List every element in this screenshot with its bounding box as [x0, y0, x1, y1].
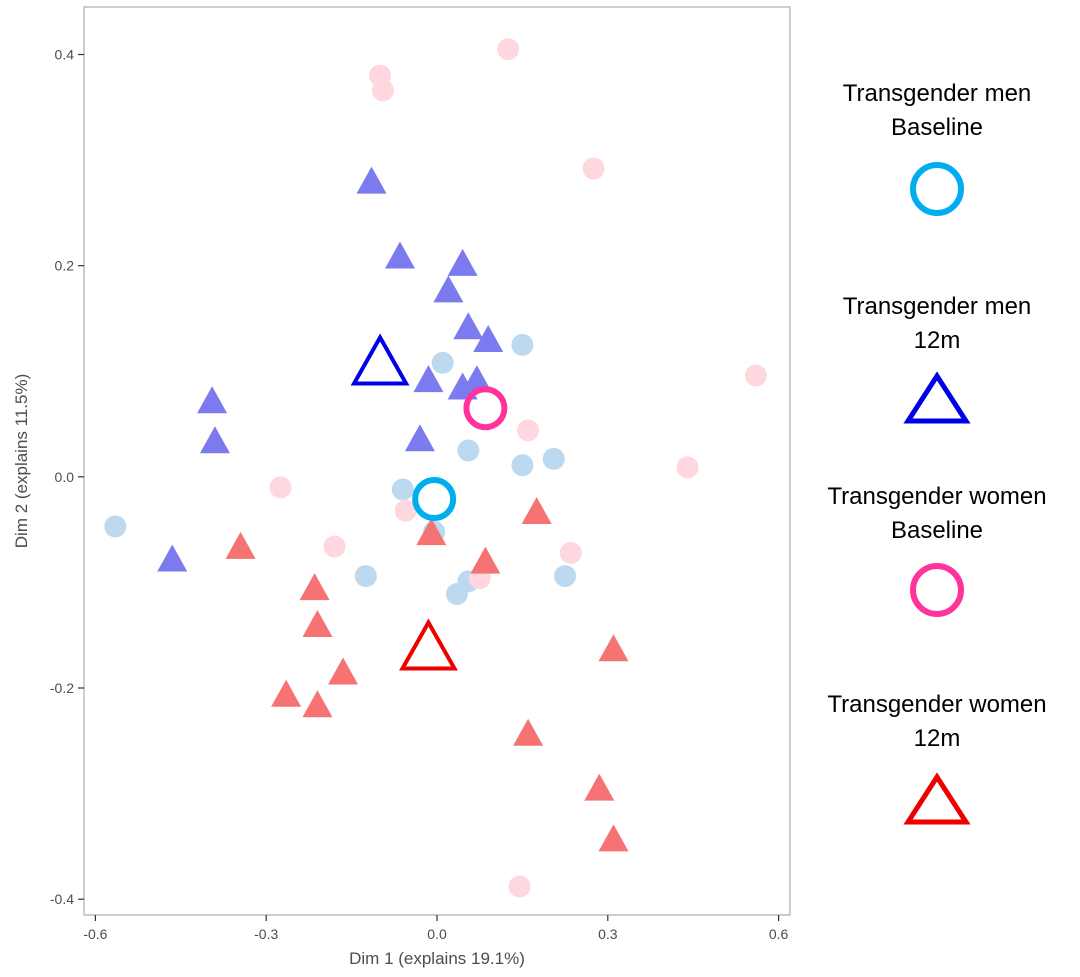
centroid-circle-marker: [412, 477, 457, 522]
legend-label-men-baseline: Transgender men Baseline: [797, 77, 1077, 145]
legend-label-line1: Transgender men: [842, 293, 1032, 320]
legend-label-line2: Baseline: [890, 517, 984, 544]
data-point-triangle: [384, 241, 415, 269]
data-point-circle: [542, 447, 565, 470]
legend-label-line1: Transgender women: [827, 691, 1047, 718]
legend-label-women-baseline: Transgender women Baseline: [797, 480, 1077, 548]
data-point-triangle: [413, 365, 444, 393]
data-point-triangle: [356, 166, 387, 194]
centroids-layer: [350, 333, 508, 671]
centroid-circle-marker: [463, 386, 508, 431]
data-point-triangle: [433, 275, 464, 303]
data-point-circle: [371, 79, 394, 102]
data-point-circle: [354, 565, 377, 588]
data-point-triangle: [461, 365, 492, 393]
data-point-circle: [323, 535, 346, 558]
data-point-triangle: [157, 544, 188, 572]
x-tick-label: 0.3: [598, 926, 618, 942]
data-point-triangle: [328, 657, 359, 685]
data-point-circle: [269, 476, 292, 499]
x-tick-label: 0.6: [769, 926, 789, 942]
data-point-circle: [559, 541, 582, 564]
x-axis-label: Dim 1 (explains 19.1%): [349, 949, 525, 968]
data-point-circle: [508, 875, 531, 898]
data-point-circle: [445, 583, 468, 606]
data-point-circle: [391, 478, 414, 501]
legend-label-line2: 12m: [913, 725, 961, 752]
centroid-triangle-marker: [350, 333, 410, 386]
data-point-circle: [744, 364, 767, 387]
data-point-triangle: [598, 824, 629, 852]
legend-triangle-symbol: [903, 772, 971, 825]
data-point-circle: [394, 499, 417, 522]
data-point-circle: [104, 515, 127, 538]
data-point-triangle: [416, 518, 447, 546]
data-point-circle: [511, 454, 534, 477]
data-point-triangle: [199, 426, 230, 454]
data-point-circle: [457, 439, 480, 462]
legend-label-women-12m: Transgender women 12m: [797, 688, 1077, 756]
legend-label-line1: Transgender men: [842, 80, 1032, 107]
y-axis-label: Dim 2 (explains 11.5%): [12, 374, 31, 548]
data-point-circle: [517, 419, 540, 442]
y-tick-label: 0.2: [55, 258, 75, 274]
y-tick-label: -0.2: [50, 680, 74, 696]
axes-layer: -0.6 -0.3 0.0 0.3 0.6 -0.4 -0.2 0.0 0.2 0.4: [50, 47, 789, 942]
data-point-triangle: [598, 634, 629, 662]
legend-label-men-12m: Transgender men 12m: [797, 290, 1077, 358]
data-point-circle: [497, 38, 520, 61]
y-tick-label: -0.4: [50, 891, 74, 907]
legend-symbols: [903, 162, 971, 825]
data-point-triangle: [404, 424, 435, 452]
data-point-triangle: [197, 386, 228, 414]
legend-circle-symbol: [910, 563, 964, 617]
x-tick-label: -0.6: [83, 926, 107, 942]
centroid-triangle-marker: [399, 618, 458, 671]
data-point-circle: [676, 456, 699, 479]
x-tick-label: 0.0: [427, 926, 447, 942]
data-point-triangle: [473, 324, 504, 352]
data-point-triangle: [521, 497, 552, 525]
points-layer: [104, 38, 767, 898]
data-point-triangle: [225, 531, 256, 559]
data-point-triangle: [453, 312, 484, 340]
y-tick-label: 0.0: [55, 469, 75, 485]
data-point-circle: [582, 157, 605, 180]
legend-label-line2: Baseline: [890, 114, 984, 141]
legend-triangle-symbol: [903, 371, 971, 424]
legend-label-line2: 12m: [913, 327, 961, 354]
data-point-triangle: [302, 690, 333, 718]
data-point-triangle: [302, 610, 333, 638]
x-tick-label: -0.3: [254, 926, 278, 942]
data-point-triangle: [447, 248, 478, 276]
legend-circle-symbol: [910, 162, 964, 216]
data-point-triangle: [271, 679, 302, 707]
legend-label-line1: Transgender women: [827, 483, 1047, 510]
data-point-circle: [431, 351, 454, 374]
data-point-triangle: [470, 546, 501, 574]
y-tick-label: 0.4: [55, 47, 75, 63]
data-point-triangle: [513, 718, 544, 746]
data-point-circle: [511, 333, 534, 356]
data-point-triangle: [584, 773, 615, 801]
data-point-triangle: [299, 573, 330, 601]
data-point-circle: [554, 565, 577, 588]
